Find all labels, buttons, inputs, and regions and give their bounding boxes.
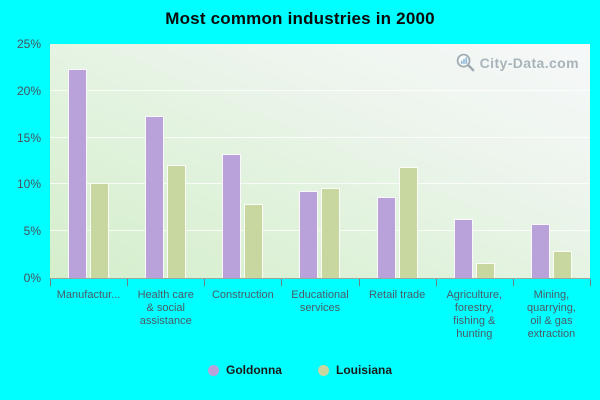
x-tick bbox=[127, 279, 129, 286]
y-tick-label: 20% bbox=[16, 83, 41, 98]
x-category-label: Health care & social assistance bbox=[137, 289, 194, 327]
watermark-text: City-Data.com bbox=[479, 54, 579, 71]
chart-title: Most common industries in 2000 bbox=[165, 9, 435, 28]
bar-group bbox=[204, 44, 281, 278]
bar-louisiana bbox=[552, 250, 572, 278]
bar-group bbox=[127, 44, 204, 278]
bar-goldonna bbox=[68, 69, 88, 278]
x-tick bbox=[50, 279, 51, 286]
legend-label: Goldonna bbox=[225, 363, 282, 377]
x-category-label: Manufactur... bbox=[56, 289, 121, 301]
gridline bbox=[50, 136, 590, 138]
x-tick-row bbox=[50, 279, 591, 286]
y-tick-label: 5% bbox=[23, 224, 41, 239]
grid-layer bbox=[50, 44, 590, 278]
bar-group bbox=[359, 44, 436, 278]
bar-louisiana bbox=[244, 204, 264, 278]
bars-layer bbox=[50, 44, 590, 278]
x-tick bbox=[512, 279, 514, 286]
bar-group bbox=[513, 44, 590, 278]
bar-louisiana bbox=[90, 182, 110, 278]
gridline bbox=[50, 183, 590, 185]
bar-goldonna bbox=[222, 153, 242, 278]
bar-goldonna bbox=[530, 223, 550, 278]
legend-swatch bbox=[317, 364, 329, 376]
bar-group bbox=[436, 44, 513, 278]
bar-goldonna bbox=[299, 190, 319, 278]
x-category-label: Educational services bbox=[291, 289, 349, 314]
y-tick-label: 15% bbox=[16, 130, 41, 145]
bar-louisiana bbox=[321, 188, 341, 278]
city-data-watermark[interactable]: City-Data.com bbox=[455, 52, 579, 73]
magnifier-icon bbox=[455, 52, 476, 73]
bar-goldonna bbox=[453, 219, 473, 278]
x-tick bbox=[358, 279, 360, 286]
legend: Goldonna Louisiana bbox=[0, 363, 600, 377]
x-tick bbox=[590, 279, 591, 286]
x-category-label: Mining, quarrying, oil & gas extraction bbox=[526, 289, 576, 340]
x-tick bbox=[435, 279, 437, 286]
x-category-label: Agriculture, forestry, fishing & hunting bbox=[446, 289, 503, 340]
bar-louisiana bbox=[475, 263, 495, 278]
gridline bbox=[50, 89, 590, 91]
bar-group bbox=[281, 44, 358, 278]
bar-group bbox=[50, 44, 127, 278]
x-axis: Manufactur... Health care & social assist… bbox=[50, 289, 590, 341]
bar-goldonna bbox=[145, 116, 165, 278]
bar-louisiana bbox=[167, 164, 187, 278]
plot-area: City-Data.com bbox=[50, 44, 590, 279]
y-tick-label: 0% bbox=[23, 271, 41, 285]
y-tick-label: 10% bbox=[16, 177, 41, 192]
bar-louisiana bbox=[398, 166, 418, 278]
x-category-label: Retail trade bbox=[369, 289, 426, 301]
x-category-label: Construction bbox=[211, 289, 274, 301]
gridline bbox=[50, 230, 590, 232]
x-tick bbox=[204, 279, 206, 286]
legend-swatch bbox=[207, 364, 219, 376]
bar-goldonna bbox=[376, 196, 396, 278]
x-tick bbox=[281, 279, 283, 286]
y-tick-label: 25% bbox=[16, 37, 41, 51]
y-axis: 0% 5% 10% 15% 20% 25% bbox=[0, 37, 44, 285]
legend-label: Louisiana bbox=[335, 363, 392, 377]
legend-item-goldonna: Goldonna bbox=[207, 363, 282, 377]
legend-item-louisiana: Louisiana bbox=[317, 363, 392, 377]
